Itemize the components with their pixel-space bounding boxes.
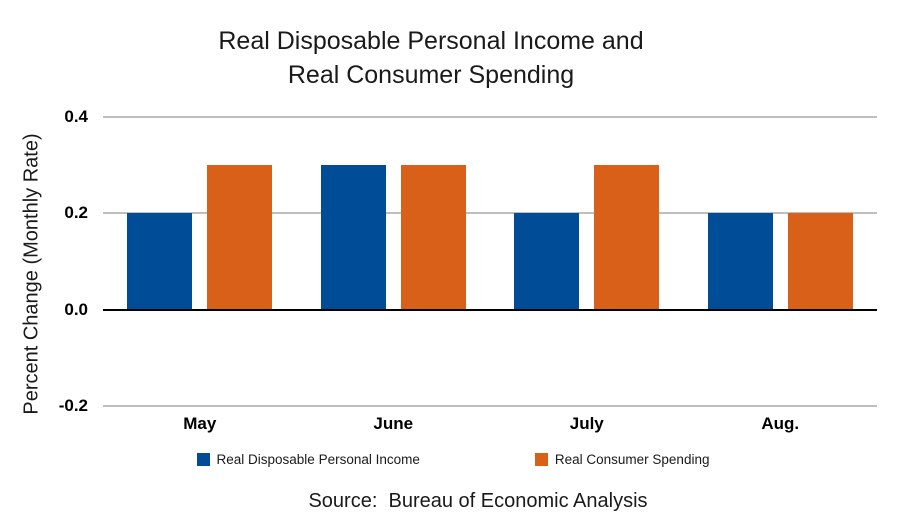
legend: Real Disposable Personal Income Real Cons… <box>78 452 828 467</box>
bar-series1-july <box>514 213 580 310</box>
legend-item-series2: Real Consumer Spending <box>534 452 710 467</box>
legend-label: Real Consumer Spending <box>554 452 710 467</box>
chart-title-line2: Real Consumer Spending <box>287 61 575 89</box>
y-axis-title: Percent Change (Monthly Rate) <box>20 133 43 415</box>
bar-series1-june <box>320 165 386 310</box>
source-note: Source: Bureau of Economic Analysis <box>308 490 648 512</box>
y-tick-label--0.2: -0.2 <box>58 396 88 415</box>
x-category-label-may: May <box>183 414 217 433</box>
legend-item-series1: Real Disposable Personal Income <box>196 452 420 467</box>
bar-series2-may <box>207 165 273 310</box>
y-tick-label-0.4: 0.4 <box>64 107 88 126</box>
chart-title-line1: Real Disposable Personal Income and <box>218 27 644 55</box>
legend-label: Real Disposable Personal Income <box>216 452 420 467</box>
x-category-label-july: July <box>569 414 604 433</box>
gridline-0.2 <box>103 212 877 215</box>
gridline-0.4 <box>103 116 877 118</box>
y-tick-label-0.2: 0.2 <box>64 203 88 223</box>
x-category-label-june: June <box>373 414 414 433</box>
x-category-label-aug: Aug. <box>761 414 800 433</box>
gridline--0.2 <box>103 405 877 407</box>
chart-title: Real Disposable Personal Income and Real… <box>0 24 862 92</box>
bar-series2-aug <box>787 213 853 310</box>
legend-swatch-icon <box>196 453 210 466</box>
bar-series1-may <box>127 213 193 310</box>
bar-series1-aug <box>707 213 773 310</box>
x-axis-zero-line <box>103 308 877 311</box>
bar-series2-june <box>400 165 466 310</box>
legend-swatch-icon <box>534 453 548 466</box>
y-tick-label-0.0: 0.0 <box>64 299 88 319</box>
bar-series2-july <box>594 165 660 310</box>
